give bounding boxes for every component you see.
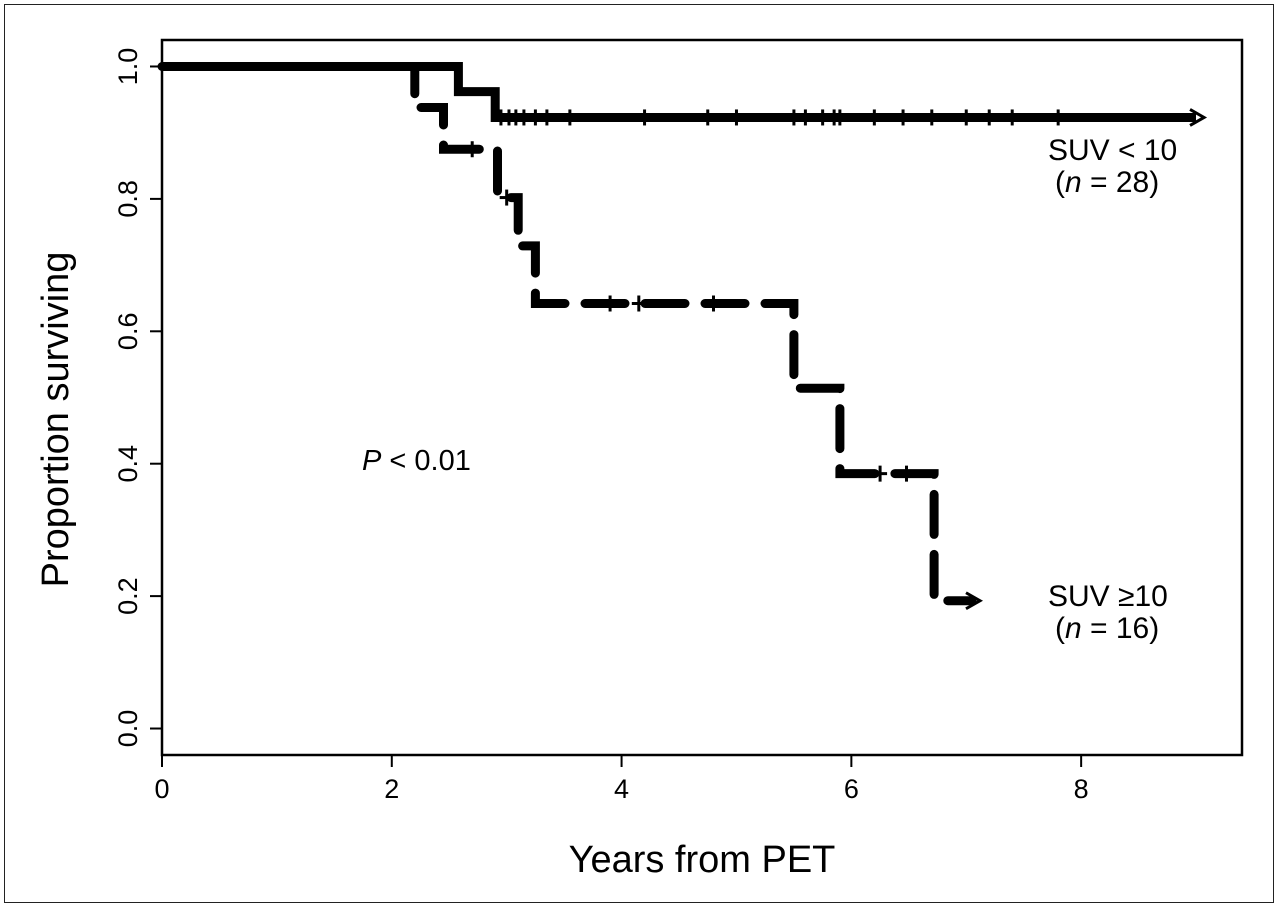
series-label-suv-high-line1: SUV ≥10: [1048, 580, 1168, 613]
x-tick-label: 2: [384, 774, 399, 804]
x-tick-label: 4: [614, 774, 629, 804]
series-label-suv-high: SUV ≥10 (n = 16): [1048, 580, 1168, 645]
y-axis: 0.0 0.2 0.4 0.6 0.8 1.0: [113, 48, 162, 748]
series-end-arrow: [1189, 108, 1208, 127]
series-label-suv-low-line2: (n = 28): [1055, 166, 1159, 199]
x-axis-title: Years from PET: [569, 839, 836, 881]
series-line-1: [157, 62, 977, 606]
series-label-suv-high-line2: (n = 16): [1055, 612, 1159, 645]
series-layer: [157, 62, 1208, 611]
plot-area: [160, 38, 1244, 757]
p-symbol: P: [362, 445, 382, 477]
series-line-0: [162, 62, 1196, 122]
y-tick-label: 0.0: [113, 710, 143, 748]
series-label-suv-low: SUV < 10 (n = 28): [1048, 134, 1177, 199]
y-tick-label: 0.6: [113, 313, 143, 351]
x-tick-label: 8: [1074, 774, 1089, 804]
series-end-arrow: [965, 591, 984, 611]
y-tick-label: 0.4: [113, 445, 143, 483]
x-tick-label: 0: [154, 774, 169, 804]
y-tick-label: 0.2: [113, 577, 143, 615]
x-tick-label: 6: [844, 774, 859, 804]
figure-frame: [4, 4, 1274, 903]
x-axis: 0 2 4 6 8: [154, 755, 1089, 804]
p-value-annotation: P < 0.01: [362, 445, 471, 477]
y-tick-label: 0.8: [113, 180, 143, 218]
p-value-text: < 0.01: [381, 445, 471, 477]
y-axis-title: Proportion surviving: [35, 252, 77, 588]
series-label-suv-low-line1: SUV < 10: [1048, 134, 1177, 167]
y-tick-label: 1.0: [113, 48, 143, 86]
